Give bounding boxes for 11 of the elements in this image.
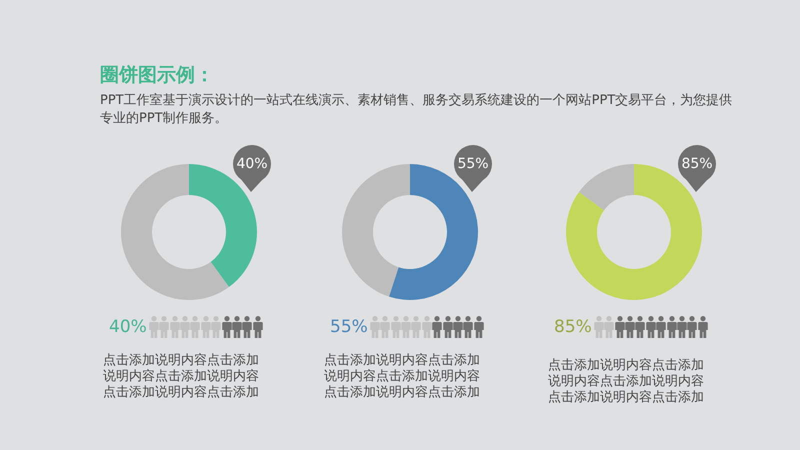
text: 点击添加说明内容点击添加说明内容点击添加说明内容点击添加说明内容点击添加 <box>324 353 481 401</box>
data-label: 85% <box>680 155 714 174</box>
text: PPT工作室基于演示设计的一站式在线演示、素材销售、服务交易系统建设的一个网站PPT交易平台，为您提供专业的PPT制作服务。 <box>100 92 734 128</box>
data-label: 55% <box>456 155 490 174</box>
data-label: 40% <box>235 155 269 174</box>
text: 点击添加说明内容点击添加说明内容点击添加说明内容点击添加说明内容点击添加 <box>548 358 705 406</box>
text: 55% <box>330 316 368 338</box>
text: 40% <box>109 316 147 338</box>
text: 点击添加说明内容点击添加说明内容点击添加说明内容点击添加说明内容点击添加 <box>103 353 260 401</box>
text: 85% <box>554 316 592 338</box>
text: 圈饼图示例： <box>100 63 215 88</box>
